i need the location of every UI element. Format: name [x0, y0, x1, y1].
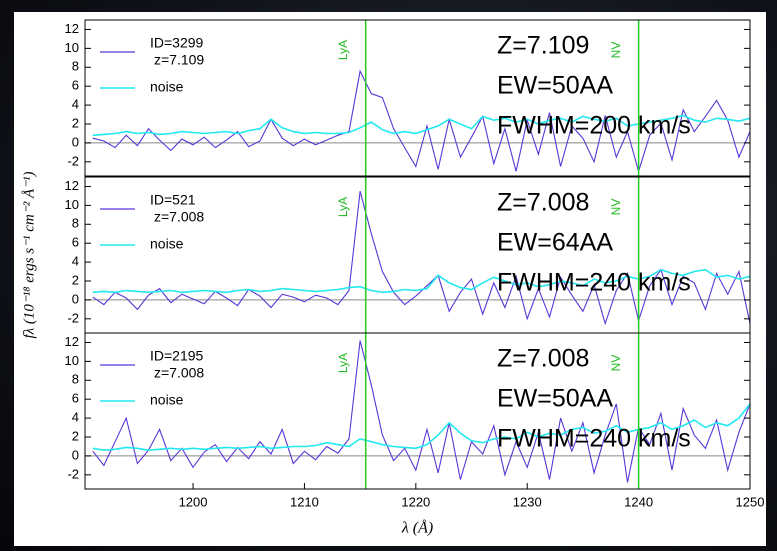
x-tick-label: 1240	[624, 494, 653, 509]
y-tick-label: 8	[72, 372, 79, 387]
legend-label: noise	[150, 392, 184, 408]
y-tick-label: 6	[72, 235, 79, 250]
y-tick-label: 4	[72, 410, 79, 425]
reference-label: LyA	[336, 40, 350, 60]
y-tick-label: 10	[65, 353, 79, 368]
spectrum-line	[92, 340, 750, 483]
x-tick-label: 1210	[290, 494, 319, 509]
reference-label: NV	[609, 42, 623, 59]
y-tick-label: 10	[65, 197, 79, 212]
plot-frame	[84, 332, 751, 490]
reference-label: LyA	[336, 353, 350, 373]
annotation: FWHM=240 km/s	[497, 425, 691, 453]
x-tick-label: 1250	[736, 494, 765, 509]
y-tick-label: 0	[72, 447, 79, 462]
y-tick-label: 2	[72, 115, 79, 130]
noise-line	[92, 268, 750, 294]
y-tick-label: 8	[72, 59, 79, 74]
y-tick-label: 6	[72, 78, 79, 93]
annotation: Z=7.008	[497, 345, 589, 373]
reference-label: NV	[609, 355, 623, 372]
annotation: EW=64AA	[497, 229, 613, 257]
y-tick-label: 12	[65, 21, 79, 36]
y-tick-label: 0	[72, 291, 79, 306]
legend-note: z=7.008	[154, 365, 204, 381]
noise-line	[92, 403, 750, 452]
annotation: EW=50AA	[497, 72, 613, 100]
y-tick-label: -2	[67, 466, 79, 481]
y-tick-label: 10	[65, 40, 79, 55]
x-axis-label: λ (Å)	[401, 519, 433, 537]
reference-label: LyA	[336, 197, 350, 217]
legend-label: ID=521	[150, 192, 196, 208]
spectrum-line	[92, 69, 750, 174]
legend-label: noise	[150, 236, 184, 252]
y-axis-label: fλ (10⁻¹⁸ ergs s⁻¹ cm⁻² Å⁻¹)	[21, 171, 37, 338]
plot-frame	[84, 19, 751, 177]
y-tick-label: 8	[72, 216, 79, 231]
legend-note: z=7.008	[154, 209, 204, 225]
y-tick-label: 0	[72, 134, 79, 149]
spectrum-line	[92, 191, 750, 326]
y-tick-label: -2	[67, 153, 79, 168]
reference-label: NV	[609, 199, 623, 216]
y-tick-label: 6	[72, 391, 79, 406]
legend-note: z=7.109	[154, 52, 204, 68]
x-tick-label: 1200	[179, 494, 208, 509]
y-tick-label: 2	[72, 272, 79, 287]
annotation: EW=50AA	[497, 385, 613, 413]
x-tick-label: 1230	[513, 494, 542, 509]
y-tick-label: 12	[65, 178, 79, 193]
annotation: Z=7.008	[497, 189, 589, 217]
y-tick-label: 12	[65, 334, 79, 349]
y-tick-label: 4	[72, 97, 79, 112]
legend-label: ID=3299	[150, 35, 204, 51]
x-tick-label: 1220	[401, 494, 430, 509]
y-tick-label: -2	[67, 310, 79, 325]
legend-label: ID=2195	[150, 348, 204, 364]
annotation: FWHM=200 km/s	[497, 112, 691, 140]
y-tick-label: 4	[72, 254, 79, 269]
annotation: Z=7.109	[497, 32, 589, 60]
y-tick-label: 2	[72, 428, 79, 443]
annotation: FWHM=240 km/s	[497, 269, 691, 297]
noise-line	[92, 114, 750, 137]
legend-label: noise	[150, 79, 184, 95]
